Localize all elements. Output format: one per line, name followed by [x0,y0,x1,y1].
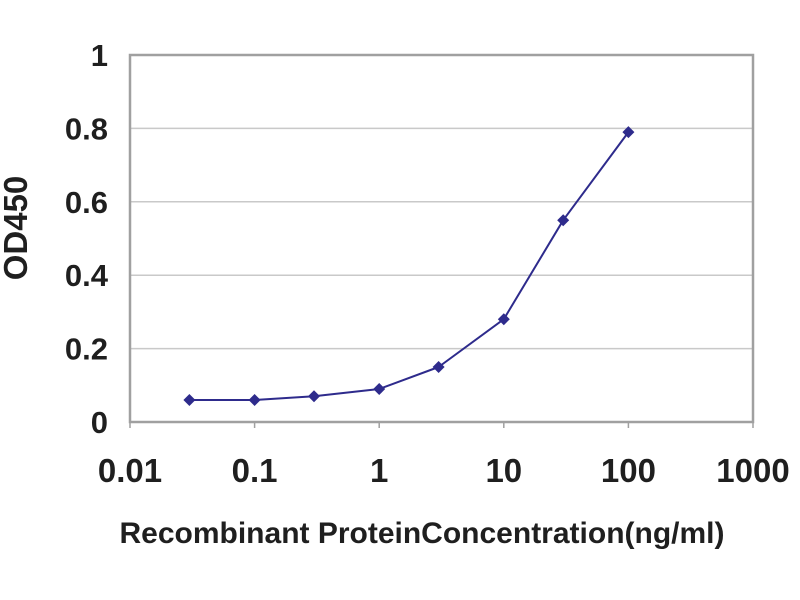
y-tick-label: 0.8 [65,111,108,146]
y-axis-tick-labels: 0 0.2 0.4 0.6 0.8 1 [65,38,109,440]
x-tick-label: 10 [485,452,522,489]
data-point-marker [497,313,510,326]
x-tick-label: 0.01 [98,452,162,489]
x-axis-tick-labels: 0.01 0.1 1 10 100 1000 [98,452,790,489]
series-line [188,131,630,401]
x-tick-label: 100 [601,452,656,489]
y-tick-label: 0.2 [65,332,108,367]
y-tick-label: 1 [91,38,108,73]
data-point-marker [248,394,261,406]
y-tick-label: 0 [91,405,108,440]
gridlines [130,54,753,350]
x-axis-title: Recombinant ProteinConcentration(ng/ml) [119,517,724,550]
data-point-marker [373,383,386,395]
plot-border [128,53,755,424]
x-tick-label: 0.1 [232,452,278,489]
data-point-marker [432,361,445,373]
data-point-marker [183,394,196,406]
x-tick-label: 1000 [716,452,789,489]
x-tick-label: 1 [370,452,388,489]
series-markers [183,126,635,406]
data-point-marker [557,214,570,227]
y-axis-title: OD450 [0,176,34,281]
data-point-marker [622,126,635,139]
data-point-marker [308,390,320,403]
y-tick-label: 0.4 [65,258,109,293]
y-tick-label: 0.6 [65,185,108,220]
